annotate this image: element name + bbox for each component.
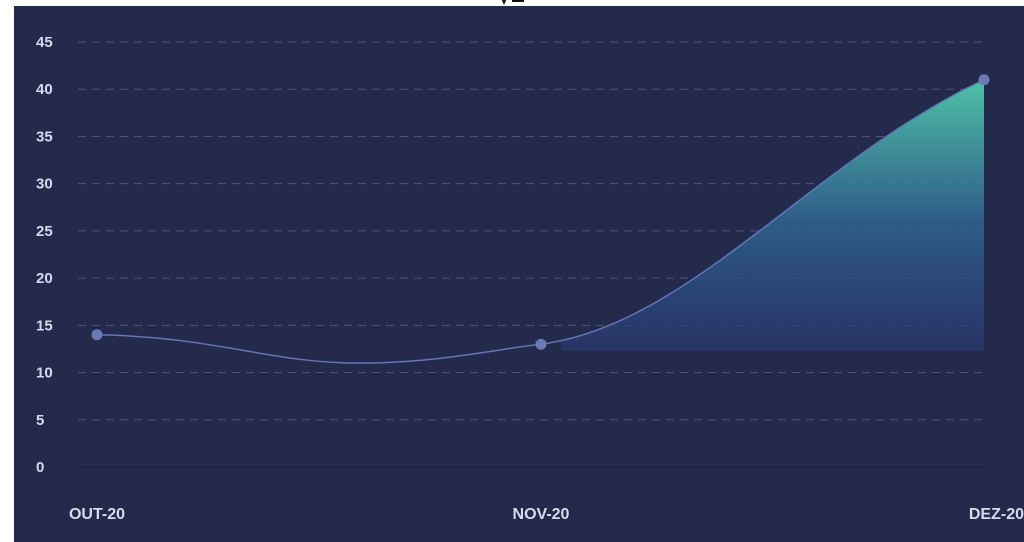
area-fill <box>561 79 984 351</box>
x-tick-label: OUT-20 <box>69 506 125 523</box>
area-chart: 0 5 10 15 20 25 30 35 40 45 OUT-20 NOV-20 DEZ-20 <box>36 34 1024 523</box>
y-axis-ticks: 0 5 10 15 20 25 30 35 40 45 <box>36 34 53 476</box>
y-tick-label: 35 <box>36 128 53 145</box>
x-tick-label: DEZ-20 <box>969 506 1024 523</box>
y-tick-label: 0 <box>36 459 44 476</box>
y-tick-label: 15 <box>36 317 53 334</box>
data-point[interactable] <box>978 74 990 86</box>
y-tick-label: 45 <box>36 34 53 51</box>
series-line-layer <box>96 79 985 364</box>
area-fill-layer <box>561 79 984 351</box>
data-point[interactable] <box>91 329 103 341</box>
x-axis-ticks: OUT-20 NOV-20 DEZ-20 <box>69 506 1024 523</box>
chart-title-fragment <box>494 0 530 6</box>
y-tick-label: 40 <box>36 81 53 98</box>
chart-panel: 0 5 10 15 20 25 30 35 40 45 OUT-20 NOV-20 DEZ-20 <box>14 6 1024 542</box>
data-point[interactable] <box>535 338 547 350</box>
y-tick-label: 5 <box>36 412 44 429</box>
y-tick-label: 25 <box>36 223 53 240</box>
y-tick-label: 10 <box>36 365 53 382</box>
y-tick-label: 20 <box>36 270 53 287</box>
data-points <box>91 74 990 350</box>
series-line <box>96 79 985 364</box>
x-tick-label: NOV-20 <box>513 506 570 523</box>
y-tick-label: 30 <box>36 176 53 193</box>
